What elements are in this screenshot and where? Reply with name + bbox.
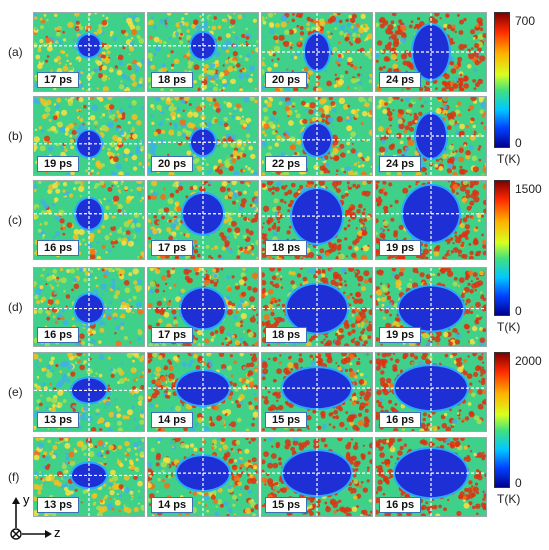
simulation-panel: 15 ps	[261, 437, 373, 517]
colorbar	[494, 12, 510, 148]
colorbar-min: 0	[515, 136, 522, 150]
simulation-panel: 24 ps	[375, 12, 487, 92]
simulation-panel: 17 ps	[147, 180, 259, 260]
colorbar	[494, 180, 510, 316]
time-label: 19 ps	[379, 327, 422, 343]
simulation-panel: 19 ps	[375, 180, 487, 260]
time-label: 13 ps	[37, 497, 80, 513]
colorbar-max: 2000	[515, 354, 542, 368]
temperature-map	[376, 438, 486, 516]
colorbar-max: 1500	[515, 182, 542, 196]
temperature-map	[148, 268, 258, 346]
time-label: 16 ps	[379, 412, 422, 428]
time-label: 20 ps	[151, 156, 194, 172]
time-label: 14 ps	[151, 412, 194, 428]
row-label: (d)	[8, 300, 23, 314]
row-label: (c)	[8, 213, 22, 227]
time-label: 17 ps	[37, 72, 80, 88]
time-label: 15 ps	[265, 412, 308, 428]
simulation-panel: 15 ps	[261, 352, 373, 432]
time-label: 15 ps	[265, 497, 308, 513]
time-label: 16 ps	[37, 240, 80, 256]
colorbar-unit: T(K)	[497, 492, 521, 506]
simulation-panel: 19 ps	[33, 96, 145, 176]
row-label: (b)	[8, 129, 23, 143]
time-label: 19 ps	[37, 156, 80, 172]
row-label: (e)	[8, 385, 23, 399]
time-label: 24 ps	[379, 72, 422, 88]
simulation-panel: 19 ps	[375, 267, 487, 347]
simulation-panel: 13 ps	[33, 352, 145, 432]
time-label: 17 ps	[151, 327, 194, 343]
colorbar-min: 0	[515, 304, 522, 318]
colorbar-max: 700	[515, 14, 536, 28]
time-label: 17 ps	[151, 240, 194, 256]
row-label: (f)	[8, 470, 20, 484]
axis-y-label: y	[23, 492, 30, 507]
simulation-panel: 16 ps	[375, 437, 487, 517]
simulation-panel: 16 ps	[375, 352, 487, 432]
simulation-panel: 24 ps	[375, 96, 487, 176]
time-label: 16 ps	[379, 497, 422, 513]
time-label: 14 ps	[151, 497, 194, 513]
axis-arrows	[10, 497, 52, 540]
time-label: 20 ps	[265, 72, 308, 88]
time-label: 18 ps	[265, 327, 308, 343]
temperature-map	[262, 268, 372, 346]
colorbar-unit: T(K)	[497, 152, 521, 166]
simulation-panel: 16 ps	[33, 267, 145, 347]
time-label: 22 ps	[265, 156, 308, 172]
simulation-panel: 18 ps	[147, 12, 259, 92]
simulation-panel: 14 ps	[147, 437, 259, 517]
time-label: 19 ps	[379, 240, 422, 256]
temperature-map	[376, 181, 486, 259]
simulation-panel: 16 ps	[33, 180, 145, 260]
simulation-panel: 17 ps	[147, 267, 259, 347]
colorbar-min: 0	[515, 476, 522, 490]
row-label: (a)	[8, 45, 23, 59]
time-label: 18 ps	[265, 240, 308, 256]
simulation-panel: 22 ps	[261, 96, 373, 176]
simulation-panel: 20 ps	[147, 96, 259, 176]
simulation-panel: 18 ps	[261, 180, 373, 260]
colorbar-unit: T(K)	[497, 320, 521, 334]
time-label: 13 ps	[37, 412, 80, 428]
simulation-panel: 14 ps	[147, 352, 259, 432]
temperature-map	[262, 353, 372, 431]
simulation-panel: 17 ps	[33, 12, 145, 92]
colorbar	[494, 352, 510, 488]
axis-z-label: z	[54, 525, 61, 540]
time-label: 16 ps	[37, 327, 80, 343]
simulation-panel: 20 ps	[261, 12, 373, 92]
simulation-panel: 18 ps	[261, 267, 373, 347]
time-label: 24 ps	[379, 156, 422, 172]
simulation-panel: 13 ps	[33, 437, 145, 517]
temperature-map	[34, 353, 144, 431]
time-label: 18 ps	[151, 72, 194, 88]
